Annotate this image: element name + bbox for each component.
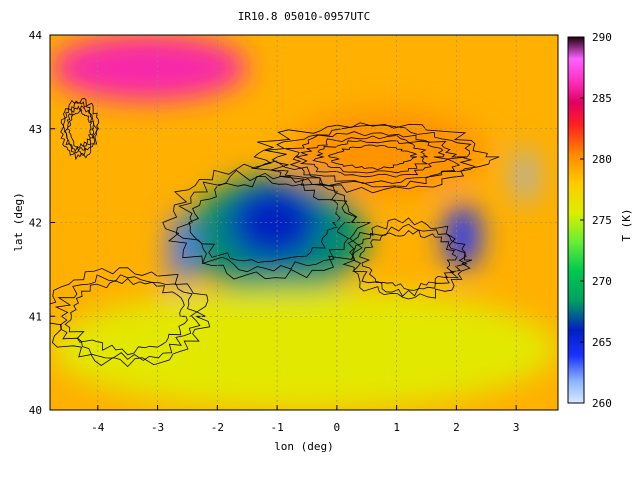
contour-line (64, 278, 188, 356)
field-region-central-green-core (229, 185, 319, 260)
contour-line (64, 105, 95, 152)
field-region-cold-cloud-east (444, 203, 481, 270)
colorbar-tick-label: 285 (592, 92, 612, 105)
contour-line (188, 175, 341, 263)
x-axis-title: lon (deg) (274, 440, 334, 453)
colorbar-tick-label: 265 (592, 336, 612, 349)
contour-line (50, 267, 211, 368)
x-tick-label: 0 (334, 421, 341, 434)
x-tick-label: -4 (91, 421, 105, 434)
contour-line (328, 144, 418, 171)
colorbar-tick-label: 290 (592, 31, 612, 44)
contour-line (175, 169, 357, 273)
x-tick-label: -2 (211, 421, 224, 434)
field-region-cold-cloud-far-east (516, 147, 535, 204)
colorbar-title: T (K) (620, 208, 633, 241)
contour-line (294, 135, 449, 178)
contour-line (162, 160, 371, 280)
contour-line (60, 97, 100, 161)
contour-line (265, 124, 476, 188)
contour-line (67, 108, 93, 149)
x-tick-label: -3 (151, 421, 164, 434)
x-tick-label: 1 (393, 421, 400, 434)
x-tick-label: 2 (453, 421, 460, 434)
x-tick-label: 3 (513, 421, 520, 434)
contour-line (285, 131, 467, 184)
y-tick-label: 43 (29, 123, 42, 136)
x-tick-label: -1 (270, 421, 283, 434)
y-axis-title: lat (deg) (12, 192, 25, 252)
field-region-south-yellow-orange (50, 288, 558, 410)
colorbar-tick-label: 260 (592, 397, 612, 410)
contour-line (312, 140, 428, 174)
colorbar: 260 265 270 275 280 285 290 T (K) (567, 31, 633, 410)
y-tick-label: 41 (29, 310, 42, 323)
chart-title: IR10.8 05010-0957UTC (238, 10, 370, 23)
contour-line (342, 217, 473, 300)
colorbar-tick-label: 270 (592, 275, 612, 288)
contour-line (62, 101, 98, 156)
y-tick-label: 40 (29, 404, 42, 417)
contour-line (251, 122, 500, 194)
y-tick-label: 42 (29, 217, 42, 230)
contour-line (352, 223, 468, 297)
field-region-warm-northwest-pink (50, 35, 248, 101)
colorbar-tick-label: 275 (592, 214, 612, 227)
plot-area (50, 35, 558, 410)
y-tick-label: 44 (29, 29, 43, 42)
contour-line (54, 274, 201, 361)
colorbar-tick-label: 280 (592, 153, 612, 166)
contour-line (359, 229, 458, 291)
